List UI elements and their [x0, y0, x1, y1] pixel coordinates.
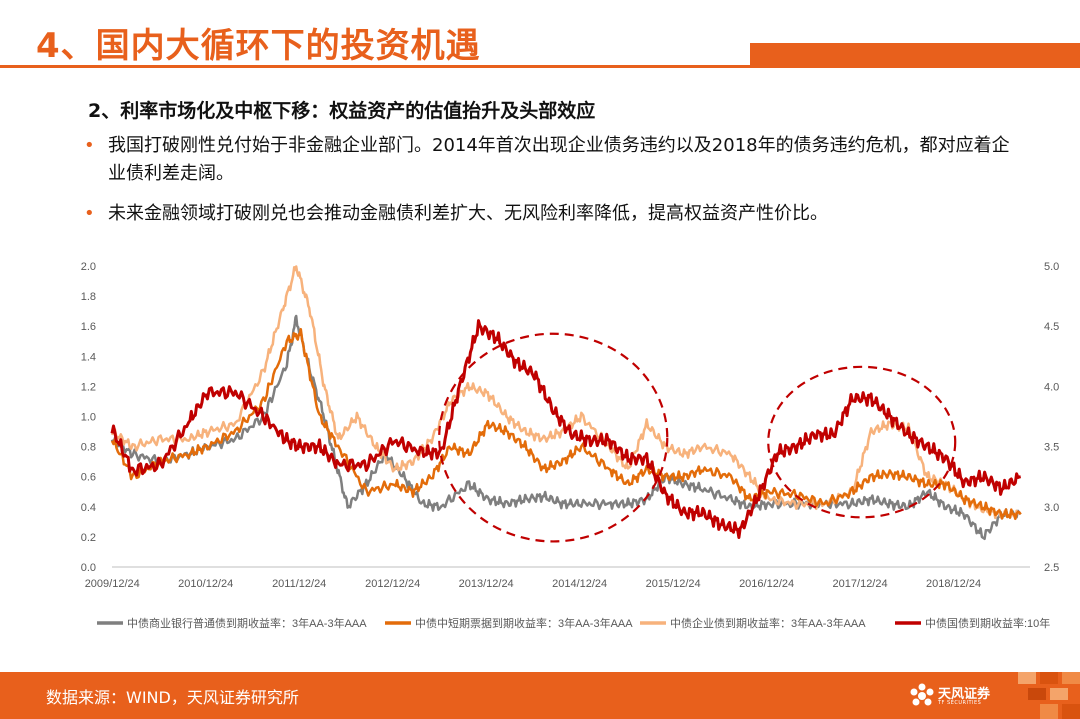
bullet-item: • 我国打破刚性兑付始于非金融企业部门。2014年首次出现企业债务违约以及201…: [84, 132, 1024, 188]
x-tick-label: 2016/12/24: [739, 578, 794, 590]
y-right-tick-label: 2.5: [1044, 562, 1059, 574]
y-right-tick-label: 3.0: [1044, 502, 1059, 514]
bullet-dot-icon: •: [84, 203, 95, 224]
slide-subtitle: 2、利率市场化及中枢下移：权益资产的估值抬升及头部效应: [88, 100, 596, 122]
slide-title: 4、国内大循环下的投资机遇: [36, 26, 481, 66]
title-underline: [0, 65, 750, 68]
logo-subtext: TF SECURITIES: [938, 700, 982, 706]
y-right-tick-label: 3.5: [1044, 442, 1059, 454]
legend-label: 中债企业债到期收益率：3年AA-3年AAA: [670, 616, 866, 630]
legend-label: 中债国债到期收益率:10年: [925, 616, 1050, 630]
y-left-tick-label: 1.2: [81, 381, 96, 393]
y-right-tick-label: 4.5: [1044, 321, 1059, 333]
legend-label: 中债商业银行普通债到期收益率：3年AA-3年AAA: [127, 616, 367, 630]
yield-spread-chart: 0.0 0.2 0.4 0.6 0.8 1.0 1.2 1.4 1.6 1.8 2.0 2.5 3.0 3…: [81, 261, 1060, 630]
bullet-item: • 未来金融领域打破刚兑也会推动金融债利差扩大、无风险利率降低，提高权益资产性价…: [84, 200, 1024, 228]
footer-bar: [0, 672, 1080, 719]
y-left-tick-label: 0.4: [81, 502, 96, 514]
bullet-text: 未来金融领域打破刚兑也会推动金融债利差扩大、无风险利率降低，提高权益资产性价比。: [108, 203, 828, 224]
annotation-ellipse: [767, 365, 957, 519]
chart-lines: [110, 265, 1022, 541]
x-tick-label: 2014/12/24: [552, 578, 607, 590]
y-left-tick-label: 1.4: [81, 351, 96, 363]
annotation-ellipse: [438, 332, 669, 543]
logo-flower-icon: [910, 683, 934, 706]
y-right-tick-label: 5.0: [1044, 261, 1059, 273]
x-tick-label: 2012/12/24: [365, 578, 420, 590]
title-accent-block: [750, 43, 1080, 68]
company-logo: 天风证券 TF SECURITIES: [908, 680, 1028, 714]
y-left-tick-label: 0.0: [81, 562, 96, 574]
x-tick-label: 2011/12/24: [272, 578, 326, 590]
y-left-tick-label: 1.8: [81, 291, 96, 303]
x-tick-label: 2018/12/24: [926, 578, 981, 590]
y-left-tick-label: 0.6: [81, 472, 96, 484]
bullet-text: 我国打破刚性兑付始于非金融企业部门。2014年首次出现企业债务违约以及2018年…: [108, 135, 1010, 184]
x-tick-label: 2017/12/24: [833, 578, 888, 590]
logo-text: 天风证券: [938, 687, 991, 702]
y-left-tick-label: 1.6: [81, 321, 96, 333]
y-left-tick-label: 0.8: [81, 442, 96, 454]
y-left-tick-label: 2.0: [81, 261, 96, 273]
y-left-tick-label: 0.2: [81, 532, 96, 544]
chart-annotations: [438, 332, 957, 543]
x-tick-label: 2010/12/24: [178, 578, 233, 590]
series-line: [110, 319, 1022, 539]
legend-label: 中债中短期票据到期收益率：3年AA-3年AAA: [415, 616, 633, 630]
footer-decoration: [1018, 672, 1080, 719]
x-tick-label: 2013/12/24: [459, 578, 514, 590]
series-line: [110, 314, 1022, 541]
y-right-tick-label: 4.0: [1044, 381, 1059, 393]
bullet-dot-icon: •: [84, 135, 95, 156]
data-source-text: 数据来源：WIND，天风证券研究所: [46, 688, 299, 707]
series-line: [110, 265, 1022, 521]
x-tick-label: 2015/12/24: [646, 578, 701, 590]
chart-axes: 0.0 0.2 0.4 0.6 0.8 1.0 1.2 1.4 1.6 1.8 2.0 2.5 3.0 3…: [81, 261, 1060, 590]
series-line: [110, 327, 1022, 520]
chart-legend: 中债商业银行普通债到期收益率：3年AA-3年AAA 中债中短期票据到期收益率：3年…: [97, 616, 1050, 630]
x-tick-label: 2009/12/24: [85, 578, 140, 590]
y-left-tick-label: 1.0: [81, 412, 96, 424]
